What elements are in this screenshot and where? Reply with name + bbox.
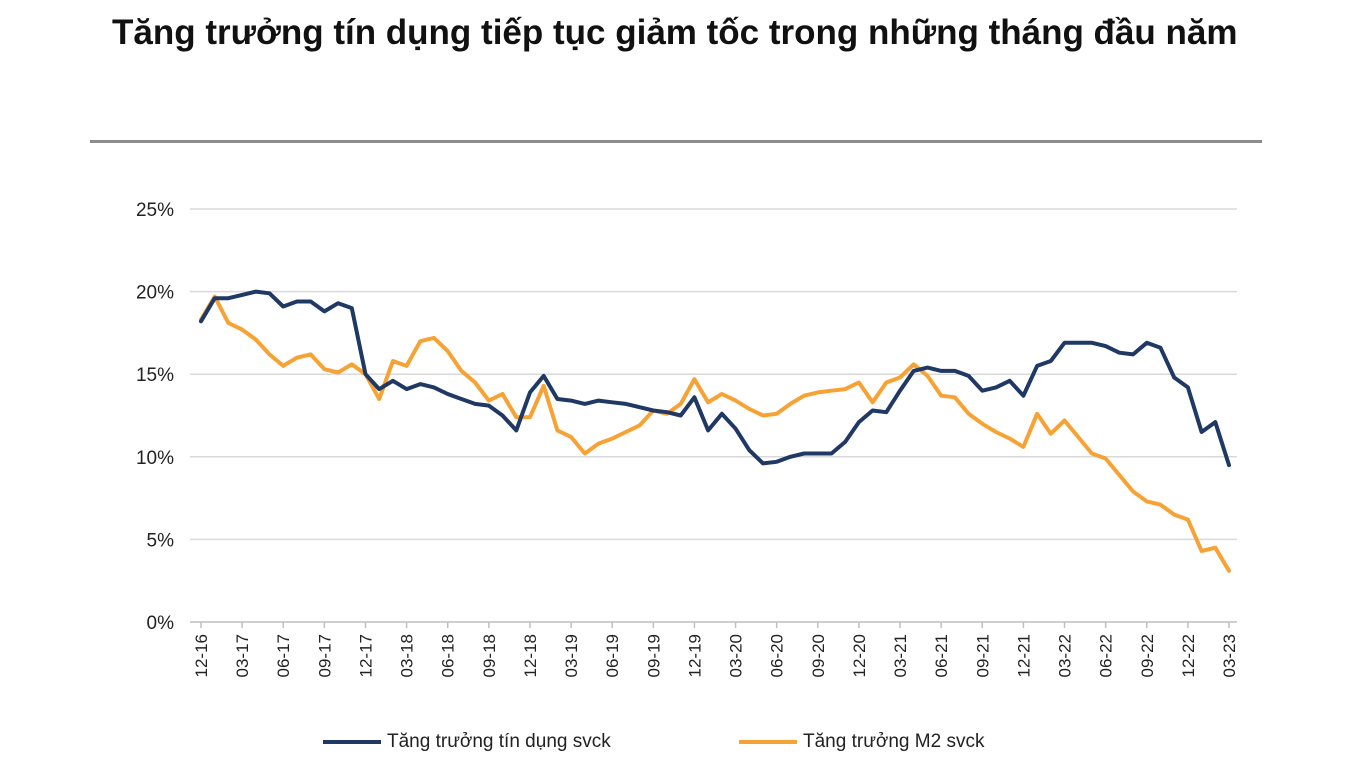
x-tick-label: 03-20 <box>727 634 746 677</box>
x-tick-label: 09-17 <box>315 634 334 677</box>
x-tick-label: 03-23 <box>1220 634 1239 677</box>
x-tick-label: 06-17 <box>274 634 293 677</box>
legend-swatch-credit-growth <box>323 740 381 744</box>
x-tick-label: 09-18 <box>480 634 499 677</box>
y-tick-label: 15% <box>136 365 174 386</box>
y-tick-label: 0% <box>147 613 175 634</box>
x-tick-label: 12-20 <box>850 634 869 677</box>
y-tick-label: 10% <box>136 448 174 469</box>
y-axis-tick-labels: 0% 5% 10% 15% 20% 25% <box>136 200 174 634</box>
y-tick-label: 20% <box>136 283 174 304</box>
x-axis <box>190 621 1237 628</box>
x-tick-label: 09-21 <box>973 634 992 677</box>
x-tick-label: 03-17 <box>233 634 252 677</box>
legend-item-credit-growth: Tăng trưởng tín dụng svck <box>323 727 611 757</box>
y-tick-label: 25% <box>136 200 174 221</box>
x-tick-label: 06-21 <box>932 634 951 677</box>
legend-label-m2-growth: Tăng trưởng M2 svck <box>803 731 985 752</box>
x-tick-label: 09-22 <box>1138 634 1157 677</box>
legend-item-m2-growth: Tăng trưởng M2 svck <box>739 727 984 757</box>
x-tick-label: 09-19 <box>644 634 663 677</box>
y-tick-label: 5% <box>147 530 175 551</box>
x-tick-label: 12-22 <box>1179 634 1198 677</box>
legend: Tăng trưởng tín dụng svck Tăng trưởng M2… <box>0 727 1366 757</box>
legend-label-credit-growth: Tăng trưởng tín dụng svck <box>387 731 611 752</box>
gridlines <box>190 208 1237 541</box>
x-tick-label: 06-18 <box>439 634 458 677</box>
line-chart: 0%5%10%15%20%25% 12-16 03-17 06-17 09-17 12-… <box>136 200 1239 677</box>
x-tick-label: 12-16 <box>192 634 211 677</box>
x-tick-label: 03-21 <box>891 634 910 677</box>
x-tick-label: 06-20 <box>768 634 787 677</box>
chart-title: Tăng trưởng tín dụng tiếp tục giảm tốc t… <box>112 13 1238 52</box>
x-tick-label: 12-19 <box>685 634 704 677</box>
x-tick-label: 12-18 <box>521 634 540 677</box>
x-tick-label: 03-22 <box>1056 634 1075 677</box>
x-tick-label: 09-20 <box>809 634 828 677</box>
x-tick-label: 12-21 <box>1014 634 1033 677</box>
x-tick-label: 06-19 <box>603 634 622 677</box>
title-divider <box>90 140 1262 143</box>
series-line-m2-growth <box>199 294 1231 573</box>
x-tick-label: 12-17 <box>356 634 375 677</box>
x-tick-label: 06-22 <box>1097 634 1116 677</box>
x-tick-label: 03-18 <box>398 634 417 677</box>
series-lines <box>199 289 1231 573</box>
x-axis-tick-labels: 12-16 03-17 06-17 09-17 12-17 03-18 06-18 09-18… <box>192 634 1239 677</box>
x-tick-label: 03-19 <box>562 634 581 677</box>
series-line-credit-growth <box>199 289 1231 468</box>
legend-swatch-m2-growth <box>739 740 797 744</box>
